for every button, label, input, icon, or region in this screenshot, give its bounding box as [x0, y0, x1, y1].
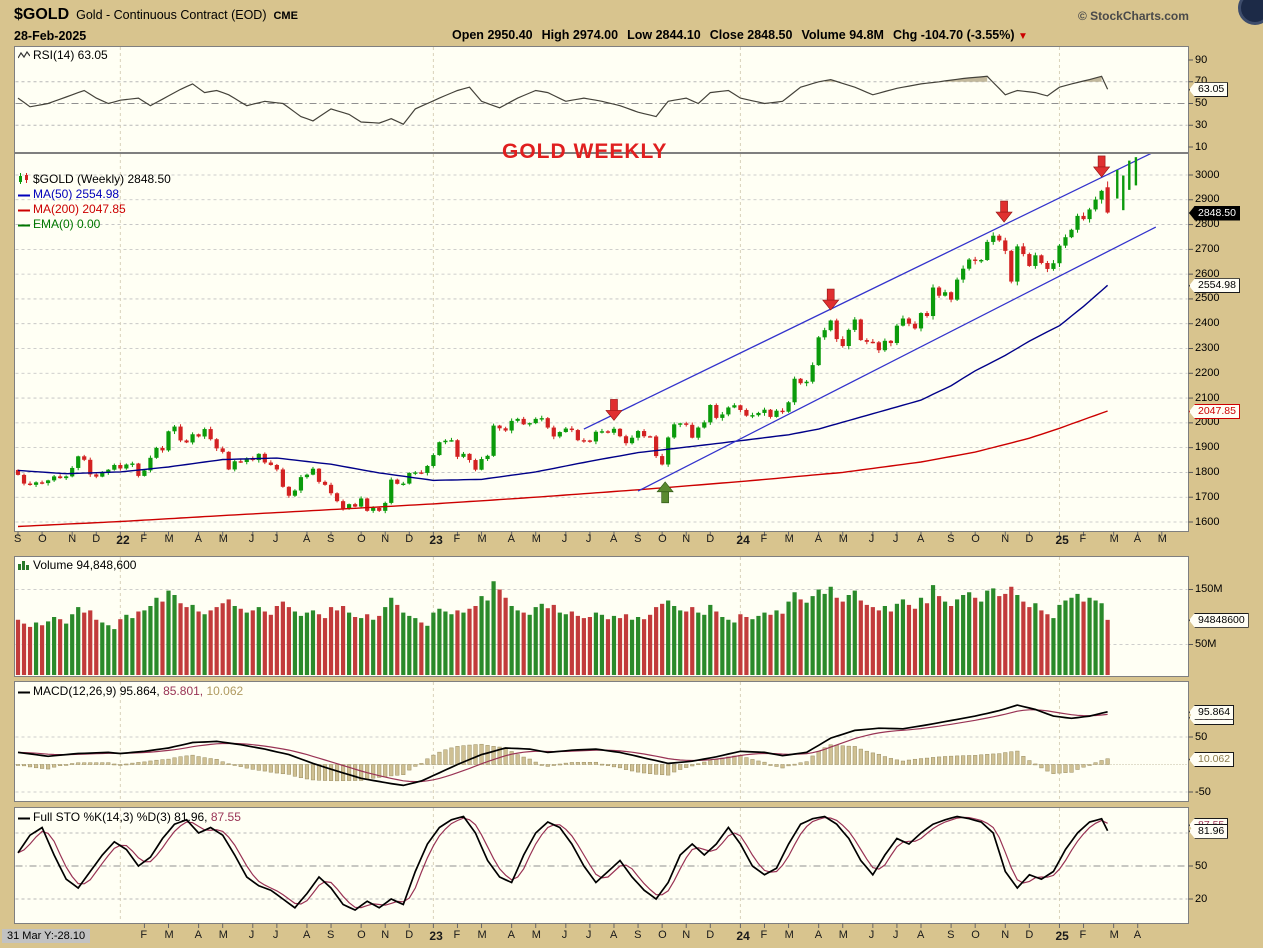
macd-legend-name: MACD(12,26,9) [33, 684, 117, 698]
sto-value-1: 81.96, [170, 810, 208, 824]
down-arrow-annotation [822, 288, 840, 311]
rsi-indicator-icon [17, 49, 31, 63]
rsi-panel [14, 46, 1189, 153]
macd-legend: MACD(12,26,9) 95.864, 85.801, 10.062 [18, 684, 243, 699]
macd-value-3: 10.062 [203, 684, 244, 698]
ma50-line-icon [18, 188, 30, 202]
candlestick-icon [18, 173, 30, 187]
high-label: High [541, 28, 570, 42]
open-label: Open [452, 28, 484, 42]
chart-date: 28-Feb-2025 [14, 29, 87, 43]
trendline [637, 226, 1157, 492]
macd-series [15, 704, 1110, 787]
volume-legend-text: Volume 94,848,600 [33, 558, 137, 572]
volume-label: Volume [801, 28, 846, 42]
chart-header: $GOLD Gold - Continuous Contract (EOD) C… [14, 6, 298, 24]
change-label: Chg [892, 28, 918, 42]
symbol-label: $GOLD [14, 6, 70, 23]
chart-title-annotation: GOLD WEEKLY [502, 140, 668, 163]
down-arrow-annotation [1092, 155, 1111, 178]
quote-summary-row: Open 2950.40 High 2974.00 Low 2844.10 Cl… [452, 28, 1028, 42]
symbol-description: Gold - Continuous Contract (EOD) [76, 8, 267, 22]
high-value: 2974.00 [572, 28, 619, 42]
sto-value-2: 87.55 [207, 810, 241, 824]
price-series [15, 154, 1157, 528]
up-arrow-annotation [656, 481, 674, 504]
rsi-legend: RSI(14) 63.05 [17, 48, 108, 63]
low-label: Low [627, 28, 653, 42]
macd-line-icon [18, 685, 30, 699]
price-panel [14, 153, 1189, 532]
price-legend-ma50: MA(50) 2554.98 [33, 187, 120, 201]
sto-series [17, 815, 1109, 911]
macd-value-2: 85.801, [159, 684, 204, 698]
copyright-label: © StockCharts.com [1078, 9, 1189, 23]
close-label: Close [709, 28, 744, 42]
change-value: -104.70 (-3.55%) [920, 28, 1015, 42]
down-arrow-annotation [995, 200, 1013, 223]
exchange-label: CME [273, 10, 298, 22]
ma200-line [17, 410, 1108, 528]
volume-legend: Volume 94,848,600 [18, 558, 136, 573]
sto-legend-name: Full STO %K(14,3) %D(3) [33, 810, 171, 824]
volume-series [15, 581, 1110, 675]
macd-panel [14, 681, 1189, 802]
price-legend-symbol: $GOLD (Weekly) 2848.50 [33, 172, 171, 186]
ema-line-icon [18, 218, 30, 232]
change-down-triangle-icon: ▼ [1018, 31, 1028, 42]
trendline [583, 154, 1152, 430]
close-value: 2848.50 [747, 28, 793, 42]
sto-line-icon [18, 811, 30, 825]
price-legend: $GOLD (Weekly) 2848.50 MA(50) 2554.98 MA… [18, 172, 171, 232]
price-legend-ema: EMA(0) 0.00 [33, 217, 101, 231]
rsi-series [17, 75, 1109, 125]
volume-value: 94.8M [849, 28, 884, 42]
macd-value-1: 95.864, [116, 684, 160, 698]
open-value: 2950.40 [487, 28, 533, 42]
low-value: 2844.10 [655, 28, 701, 42]
down-arrow-annotation [605, 399, 623, 421]
sto-legend: Full STO %K(14,3) %D(3) 81.96, 87.55 [18, 810, 241, 825]
crosshair-status-readout: 31 Mar Y:-28.10 [2, 929, 91, 943]
rsi-legend-text: RSI(14) 63.05 [33, 48, 108, 62]
ma200-line-icon [18, 203, 30, 217]
ma50-line [17, 284, 1109, 482]
volume-bars-icon [18, 559, 30, 573]
price-legend-ma200: MA(200) 2047.85 [33, 202, 126, 216]
